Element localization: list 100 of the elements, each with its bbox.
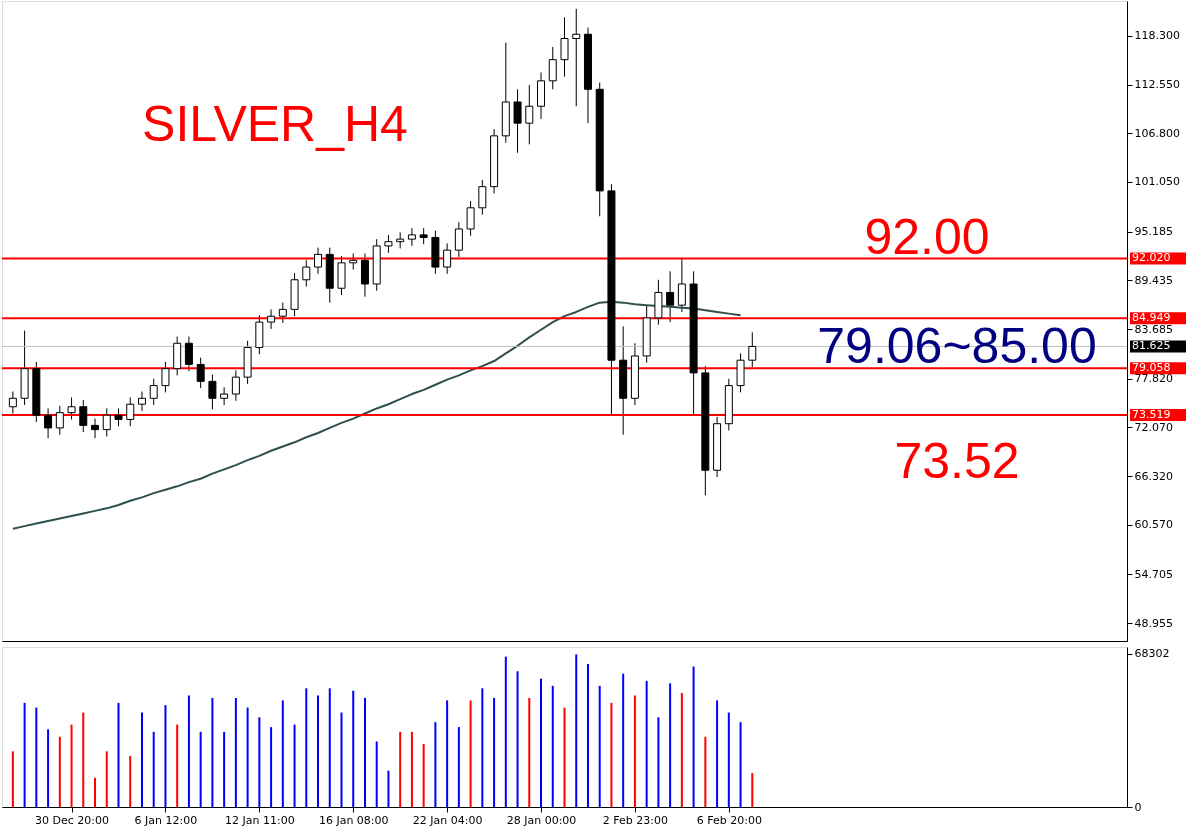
candlestick bbox=[137, 391, 146, 412]
ref-line-label: 73.519 bbox=[1132, 408, 1171, 422]
bar bbox=[305, 688, 308, 807]
y-tick-label: 89.435 bbox=[1134, 273, 1173, 287]
candlestick bbox=[44, 407, 53, 439]
bar bbox=[469, 700, 472, 807]
bar bbox=[551, 685, 554, 807]
x-tick-label: 12 Jan 11:00 bbox=[225, 813, 295, 827]
candlestick bbox=[149, 378, 158, 406]
bar bbox=[575, 654, 578, 807]
candlestick bbox=[79, 399, 88, 433]
bar bbox=[610, 702, 613, 807]
bar bbox=[657, 717, 660, 807]
bar bbox=[328, 688, 331, 807]
candlestick bbox=[161, 361, 170, 393]
bar bbox=[187, 695, 190, 807]
candlestick bbox=[184, 335, 193, 372]
candlestick bbox=[525, 84, 534, 145]
x-tick-label: 6 Feb 20:00 bbox=[696, 813, 762, 827]
bar bbox=[293, 724, 296, 807]
bar bbox=[528, 697, 531, 807]
annotation: 79.06~85.00 bbox=[817, 318, 1097, 374]
bar bbox=[281, 700, 284, 807]
bar bbox=[399, 731, 402, 807]
bar bbox=[340, 712, 343, 807]
candlestick bbox=[513, 88, 522, 154]
y-tick-label: 68302 bbox=[1134, 647, 1170, 661]
candlestick bbox=[208, 374, 217, 410]
bar bbox=[375, 741, 378, 807]
y-tick-label: 72.070 bbox=[1134, 420, 1173, 434]
bar bbox=[11, 751, 14, 807]
bar bbox=[129, 756, 132, 807]
y-tick-label: 112.550 bbox=[1134, 78, 1180, 92]
y-tick-label: 77.820 bbox=[1134, 372, 1173, 386]
y-tick-label: 54.705 bbox=[1134, 567, 1173, 581]
candlestick bbox=[196, 357, 205, 389]
candlestick bbox=[454, 221, 463, 258]
candlestick bbox=[55, 405, 64, 436]
y-tick-label: 66.320 bbox=[1134, 469, 1173, 483]
bar bbox=[434, 722, 437, 807]
bar bbox=[692, 666, 695, 807]
candlestick bbox=[666, 270, 675, 323]
bar bbox=[504, 656, 507, 807]
bar bbox=[586, 664, 589, 807]
bar bbox=[140, 712, 143, 807]
candlestick bbox=[360, 253, 369, 298]
bar bbox=[457, 727, 460, 807]
bar bbox=[727, 712, 730, 807]
bar bbox=[645, 680, 648, 807]
candlestick bbox=[478, 179, 487, 216]
x-tick-label: 2 Feb 23:00 bbox=[602, 813, 669, 827]
bar bbox=[152, 731, 155, 807]
bar bbox=[387, 770, 390, 807]
bar bbox=[105, 751, 108, 807]
bar bbox=[117, 702, 120, 807]
bar bbox=[223, 731, 226, 807]
candlestick bbox=[572, 8, 581, 107]
bar bbox=[70, 724, 73, 807]
y-tick-label: 101.050 bbox=[1134, 175, 1180, 189]
bar bbox=[363, 697, 366, 807]
candlestick bbox=[314, 247, 323, 275]
bar bbox=[563, 707, 566, 807]
x-tick-label: 16 Jan 08:00 bbox=[318, 813, 389, 827]
bar bbox=[751, 773, 754, 807]
bar bbox=[47, 729, 50, 807]
candlestick bbox=[91, 418, 100, 439]
bar bbox=[352, 690, 355, 807]
bar bbox=[164, 705, 167, 807]
y-tick-label: 95.185 bbox=[1134, 225, 1173, 239]
bar bbox=[94, 777, 97, 807]
candlestick bbox=[302, 259, 311, 288]
bar bbox=[633, 695, 636, 807]
bar bbox=[622, 673, 625, 807]
candlestick bbox=[267, 308, 276, 330]
bar bbox=[35, 707, 38, 807]
bar bbox=[199, 731, 202, 807]
bar bbox=[410, 731, 413, 807]
y-tick-label: 106.800 bbox=[1134, 126, 1180, 140]
candlestick bbox=[677, 257, 686, 313]
annotation: 92.00 bbox=[864, 209, 990, 265]
x-tick-label: 22 Jan 04:00 bbox=[412, 813, 483, 827]
candlestick bbox=[443, 242, 452, 275]
y-tick-label: 60.570 bbox=[1134, 518, 1173, 532]
bar bbox=[598, 685, 601, 807]
y-tick-label: 83.685 bbox=[1134, 322, 1173, 336]
candlestick bbox=[8, 391, 17, 415]
bar bbox=[540, 678, 543, 807]
bar bbox=[680, 693, 683, 807]
bar bbox=[716, 700, 719, 807]
bar bbox=[270, 727, 273, 807]
y-tick-label: 0 bbox=[1134, 800, 1142, 814]
bar bbox=[211, 697, 214, 807]
candlestick bbox=[407, 227, 416, 247]
bar bbox=[481, 688, 484, 807]
bar bbox=[704, 736, 707, 807]
x-tick-label: 28 Jan 00:00 bbox=[506, 813, 577, 827]
bar bbox=[246, 707, 249, 807]
bar bbox=[82, 712, 85, 807]
ref-line-label: 79.058 bbox=[1132, 361, 1171, 375]
x-tick-label: 6 Jan 12:00 bbox=[134, 813, 198, 827]
